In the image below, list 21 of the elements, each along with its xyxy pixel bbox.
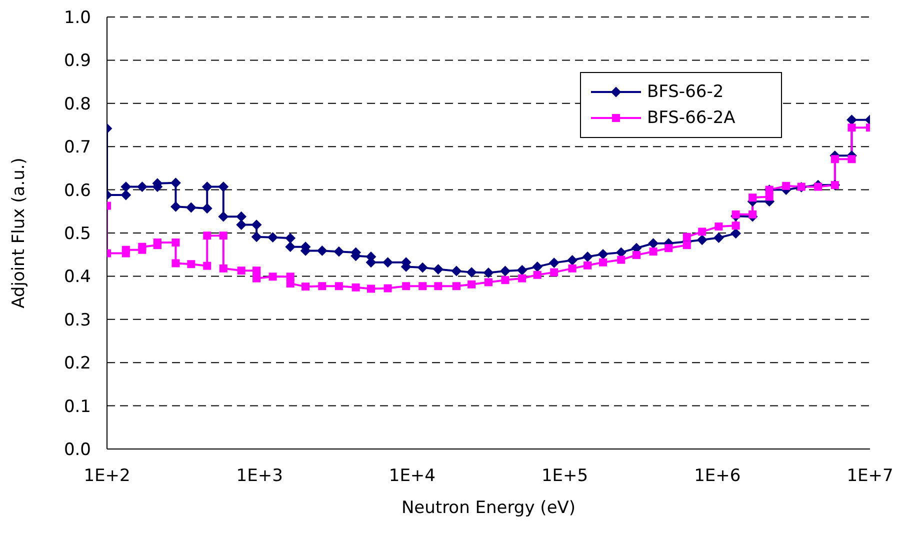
x-tick-label: 1E+5 <box>541 466 588 486</box>
y-tick-label: 1.0 <box>64 8 91 28</box>
y-tick-label: 0.6 <box>64 180 91 201</box>
y-tick-label: 0.0 <box>64 440 91 460</box>
y-tick-label: 0.4 <box>64 267 91 288</box>
legend-label: BFS-66-2A <box>647 108 736 128</box>
y-tick-label: 0.1 <box>64 396 91 417</box>
y-tick-label: 0.9 <box>64 51 91 72</box>
y-tick-label: 0.3 <box>64 310 91 330</box>
y-tick-label: 0.2 <box>64 354 91 374</box>
legend-label: BFS-66-2 <box>647 82 724 102</box>
x-tick-label: 1E+4 <box>388 466 436 486</box>
x-tick-label: 1E+2 <box>84 466 130 486</box>
x-tick-label: 1E+7 <box>846 466 894 486</box>
y-tick-label: 0.8 <box>64 94 91 114</box>
x-tick-label: 1E+3 <box>236 466 283 486</box>
y-tick-label: 0.7 <box>64 138 91 158</box>
x-axis-title: Neutron Energy (eV) <box>401 498 576 518</box>
y-axis-title: Adjoint Flux (a.u.) <box>9 158 30 308</box>
y-tick-label: 0.5 <box>64 224 91 244</box>
x-tick-label: 1E+6 <box>694 466 741 486</box>
